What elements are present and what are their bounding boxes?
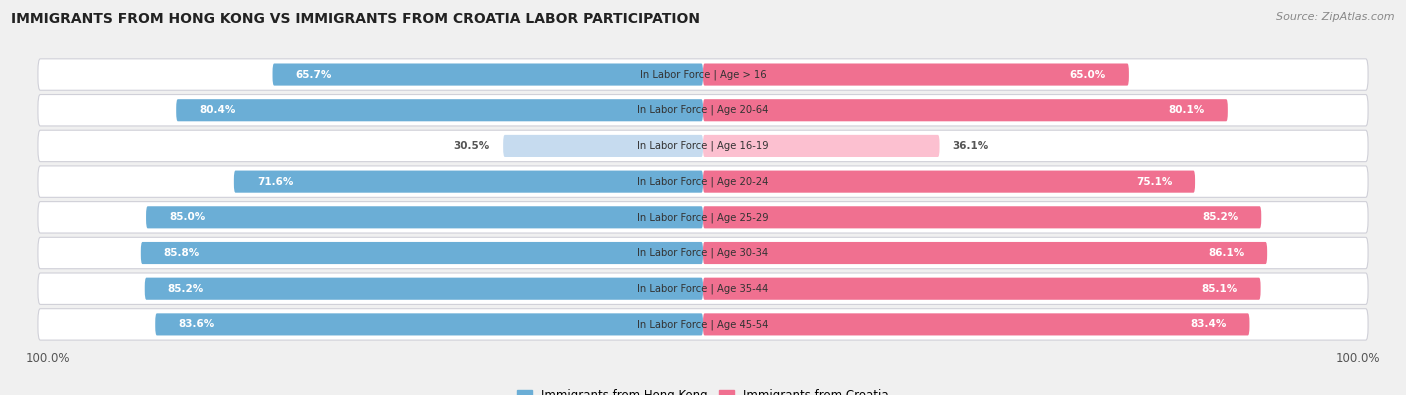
FancyBboxPatch shape	[703, 313, 1250, 335]
Text: In Labor Force | Age 20-64: In Labor Force | Age 20-64	[637, 105, 769, 115]
FancyBboxPatch shape	[38, 94, 1368, 126]
Text: 30.5%: 30.5%	[454, 141, 491, 151]
Text: 85.0%: 85.0%	[169, 213, 205, 222]
Text: 71.6%: 71.6%	[257, 177, 294, 186]
Text: 85.1%: 85.1%	[1201, 284, 1237, 294]
FancyBboxPatch shape	[703, 64, 1129, 86]
Text: In Labor Force | Age 35-44: In Labor Force | Age 35-44	[637, 284, 769, 294]
Text: 83.6%: 83.6%	[179, 320, 215, 329]
FancyBboxPatch shape	[38, 237, 1368, 269]
Text: 85.2%: 85.2%	[1202, 213, 1239, 222]
FancyBboxPatch shape	[38, 166, 1368, 198]
FancyBboxPatch shape	[38, 201, 1368, 233]
Text: In Labor Force | Age 25-29: In Labor Force | Age 25-29	[637, 212, 769, 222]
FancyBboxPatch shape	[503, 135, 703, 157]
FancyBboxPatch shape	[703, 99, 1227, 121]
Text: IMMIGRANTS FROM HONG KONG VS IMMIGRANTS FROM CROATIA LABOR PARTICIPATION: IMMIGRANTS FROM HONG KONG VS IMMIGRANTS …	[11, 12, 700, 26]
FancyBboxPatch shape	[38, 59, 1368, 90]
FancyBboxPatch shape	[146, 206, 703, 228]
Text: In Labor Force | Age > 16: In Labor Force | Age > 16	[640, 69, 766, 80]
Legend: Immigrants from Hong Kong, Immigrants from Croatia: Immigrants from Hong Kong, Immigrants fr…	[513, 384, 893, 395]
FancyBboxPatch shape	[703, 135, 939, 157]
FancyBboxPatch shape	[703, 206, 1261, 228]
FancyBboxPatch shape	[141, 242, 703, 264]
FancyBboxPatch shape	[176, 99, 703, 121]
Text: In Labor Force | Age 16-19: In Labor Force | Age 16-19	[637, 141, 769, 151]
FancyBboxPatch shape	[703, 171, 1195, 193]
Text: In Labor Force | Age 45-54: In Labor Force | Age 45-54	[637, 319, 769, 330]
FancyBboxPatch shape	[38, 273, 1368, 305]
Text: 85.2%: 85.2%	[167, 284, 204, 294]
Text: 36.1%: 36.1%	[953, 141, 988, 151]
Text: 75.1%: 75.1%	[1136, 177, 1173, 186]
FancyBboxPatch shape	[38, 309, 1368, 340]
Text: In Labor Force | Age 30-34: In Labor Force | Age 30-34	[637, 248, 769, 258]
FancyBboxPatch shape	[155, 313, 703, 335]
FancyBboxPatch shape	[273, 64, 703, 86]
FancyBboxPatch shape	[233, 171, 703, 193]
Text: Source: ZipAtlas.com: Source: ZipAtlas.com	[1277, 12, 1395, 22]
Text: 83.4%: 83.4%	[1189, 320, 1226, 329]
Text: 86.1%: 86.1%	[1208, 248, 1244, 258]
Text: 80.1%: 80.1%	[1168, 105, 1205, 115]
Text: 85.8%: 85.8%	[163, 248, 200, 258]
Text: 65.7%: 65.7%	[295, 70, 332, 79]
Text: In Labor Force | Age 20-24: In Labor Force | Age 20-24	[637, 177, 769, 187]
FancyBboxPatch shape	[703, 278, 1261, 300]
FancyBboxPatch shape	[145, 278, 703, 300]
Text: 80.4%: 80.4%	[200, 105, 236, 115]
FancyBboxPatch shape	[703, 242, 1267, 264]
Text: 65.0%: 65.0%	[1070, 70, 1107, 79]
FancyBboxPatch shape	[38, 130, 1368, 162]
